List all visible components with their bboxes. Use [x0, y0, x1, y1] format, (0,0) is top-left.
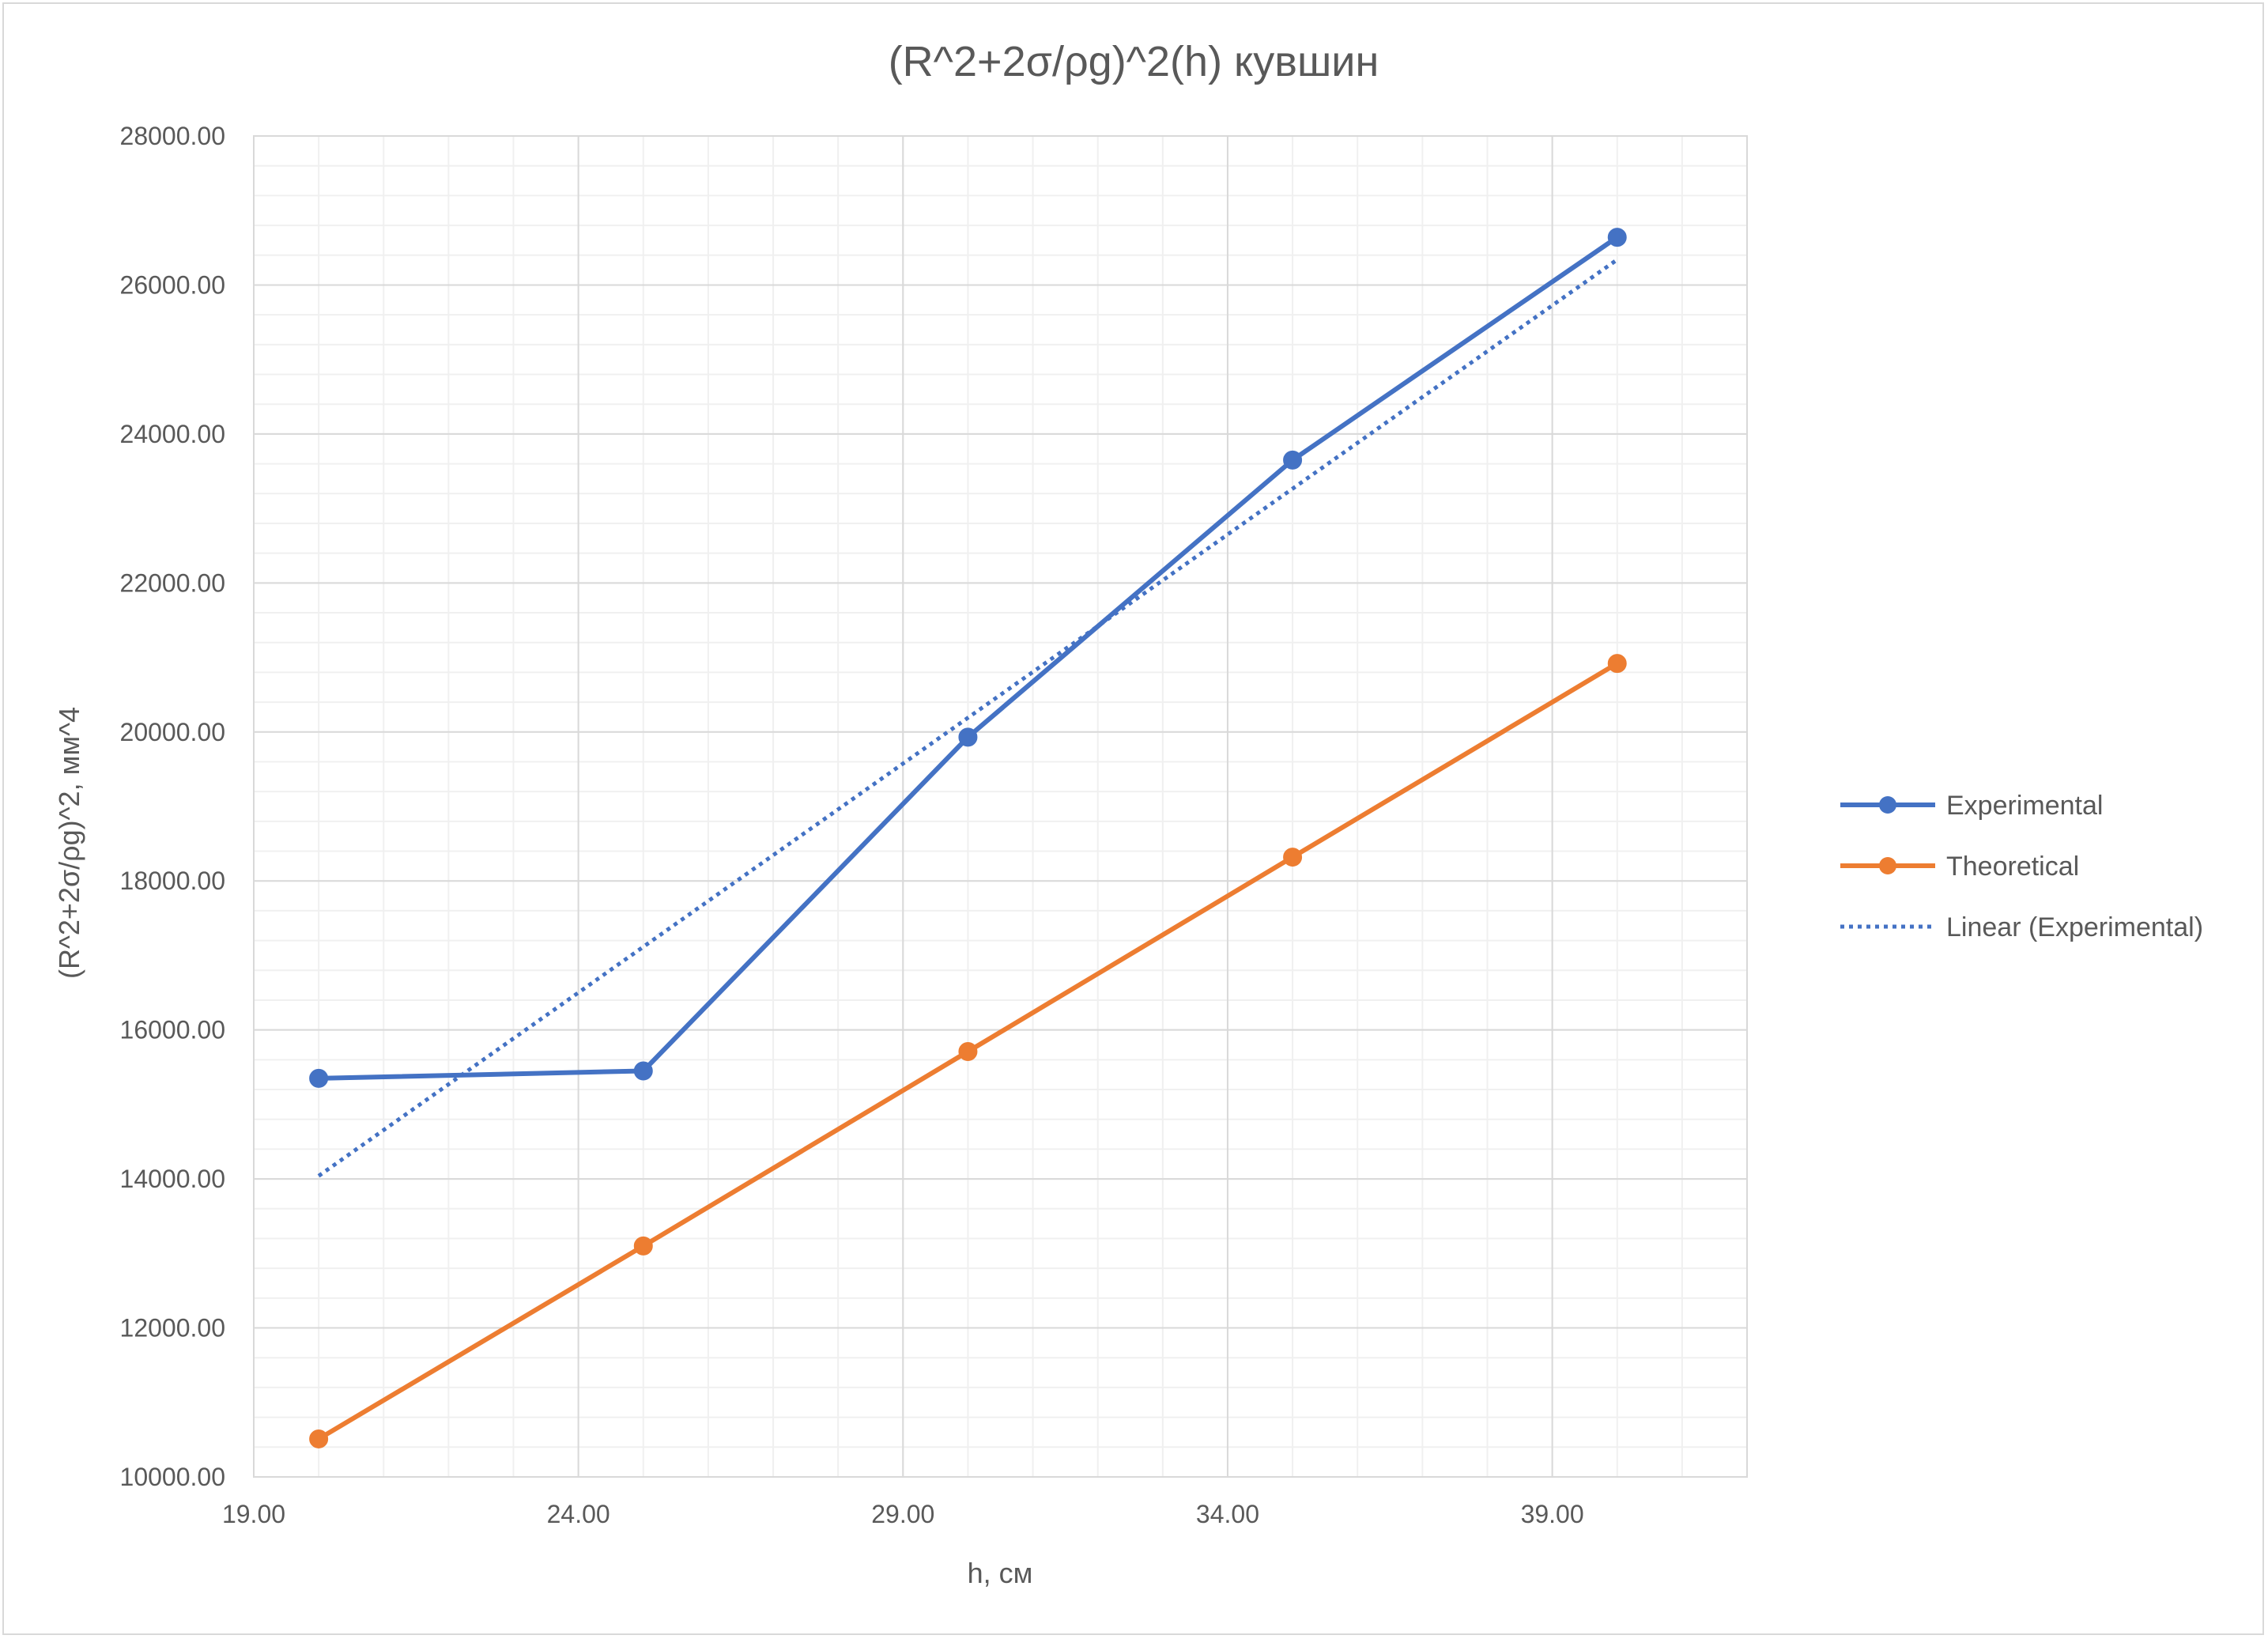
- series-1: [309, 228, 1627, 1088]
- series-3: [317, 258, 1619, 1178]
- minor-gridlines: [253, 135, 1748, 1478]
- y-tick-label: 10000.00: [120, 1463, 225, 1491]
- data-point: [1607, 228, 1627, 247]
- data-point: [633, 1236, 653, 1256]
- legend-item: Experimental: [1840, 791, 2103, 821]
- x-tick-label: 39.00: [1521, 1500, 1584, 1528]
- legend-label: Linear (Experimental): [1946, 912, 2203, 942]
- plot-area-border: [253, 135, 1748, 1478]
- y-tick-label: 26000.00: [120, 270, 225, 299]
- major-gridlines: [253, 135, 1747, 1478]
- data-point: [1283, 848, 1303, 867]
- y-tick-label: 18000.00: [120, 867, 225, 895]
- data-point: [1283, 450, 1303, 470]
- chart-title: (R^2+2σ/ρg)^2(h) кувшин: [889, 38, 1379, 85]
- y-axis-title: (R^2+2σ/ρg)^2, мм^4: [53, 707, 85, 979]
- y-tick-label: 12000.00: [120, 1314, 225, 1343]
- y-tick-label: 28000.00: [120, 122, 225, 150]
- data-point: [958, 727, 978, 747]
- legend: Experimental Theoretical Linear (Experimen…: [1840, 791, 2203, 942]
- x-tick-label: 29.00: [871, 1500, 934, 1528]
- series-2: [309, 654, 1627, 1448]
- legend-label: Experimental: [1946, 791, 2103, 821]
- x-tick-label: 24.00: [547, 1500, 610, 1528]
- data-point: [633, 1061, 653, 1081]
- y-tick-label: 24000.00: [120, 420, 225, 448]
- x-tick-label: 19.00: [222, 1500, 285, 1528]
- data-point: [1607, 654, 1627, 674]
- legend-item: Theoretical: [1840, 852, 2079, 882]
- x-axis-tick-labels: 19.00 24.00 29.00 34.00 39.00: [222, 1500, 1584, 1528]
- x-axis-title: h, см: [968, 1557, 1033, 1589]
- data-point: [309, 1068, 329, 1088]
- data-point: [309, 1429, 329, 1448]
- legend-marker: [1879, 857, 1896, 874]
- legend-label: Theoretical: [1946, 852, 2079, 882]
- y-tick-label: 16000.00: [120, 1016, 225, 1044]
- series-layer: [309, 228, 1627, 1448]
- y-tick-label: 22000.00: [120, 568, 225, 597]
- y-tick-label: 14000.00: [120, 1165, 225, 1193]
- legend-marker: [1879, 796, 1896, 814]
- y-axis-tick-labels: 10000.00 12000.00 14000.00 16000.00 18000.00…: [120, 122, 225, 1491]
- x-tick-label: 34.00: [1196, 1500, 1259, 1528]
- legend-item: Linear (Experimental): [1840, 912, 2203, 942]
- trendline: [317, 258, 1619, 1178]
- data-point: [958, 1041, 978, 1061]
- y-tick-label: 20000.00: [120, 718, 225, 746]
